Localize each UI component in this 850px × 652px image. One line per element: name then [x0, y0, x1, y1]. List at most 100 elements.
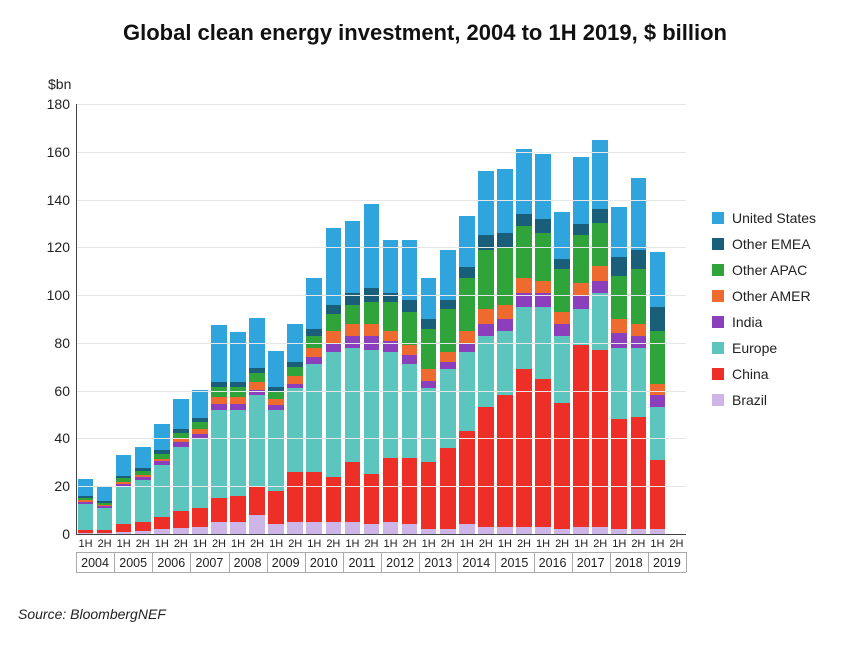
chart-area: $bn United StatesOther EMEAOther APACOth…	[18, 60, 832, 600]
bar-segment	[268, 491, 284, 524]
bar-segment	[459, 524, 475, 534]
bar-segment	[554, 259, 570, 269]
bar-segment	[573, 157, 589, 224]
bar-segment	[287, 367, 303, 377]
bar-segment	[650, 252, 666, 307]
legend-swatch	[712, 342, 724, 354]
legend-swatch	[712, 212, 724, 224]
bar-segment	[611, 419, 627, 529]
bar-segment	[631, 417, 647, 529]
bar-column	[116, 455, 132, 534]
bar-segment	[554, 212, 570, 260]
bar-segment	[345, 348, 361, 463]
bar-segment	[573, 527, 589, 534]
bar-segment	[535, 281, 551, 293]
bar-segment	[78, 479, 94, 496]
bar-segment	[497, 169, 513, 234]
x-half-label: 1H	[152, 538, 171, 550]
bar-segment	[306, 348, 322, 358]
bar-column	[268, 351, 284, 534]
bar-segment	[326, 343, 342, 353]
bar-segment	[268, 351, 284, 387]
bar-segment	[192, 527, 208, 534]
bar-segment	[573, 235, 589, 283]
bar-segment	[650, 331, 666, 384]
bar-segment	[173, 447, 189, 512]
x-half-label: 2H	[591, 538, 610, 550]
bar-segment	[631, 269, 647, 324]
bar-segment	[249, 373, 265, 383]
bar-segment	[516, 527, 532, 534]
bar-column	[478, 171, 494, 534]
y-tick-label: 140	[34, 192, 70, 208]
bar-segment	[650, 460, 666, 529]
y-tick-label: 120	[34, 239, 70, 255]
bar-segment	[230, 387, 246, 397]
legend-label: Brazil	[732, 392, 767, 408]
bar-segment	[364, 204, 380, 288]
bar-segment	[478, 527, 494, 534]
bar-segment	[459, 431, 475, 524]
legend-swatch	[712, 368, 724, 380]
legend-item: India	[712, 314, 816, 330]
bar-segment	[421, 319, 437, 329]
bar-segment	[192, 422, 208, 429]
bar-segment	[78, 504, 94, 530]
bar-segment	[287, 376, 303, 383]
bar-segment	[345, 336, 361, 348]
x-half-label: 1H	[572, 538, 591, 550]
bar-segment	[383, 352, 399, 457]
bar-segment	[116, 455, 132, 475]
bar-segment	[592, 223, 608, 266]
bar-segment	[459, 343, 475, 353]
bar-segment	[402, 345, 418, 355]
x-half-label: 1H	[495, 538, 514, 550]
bar-segment	[592, 209, 608, 223]
x-year-label: 2004	[76, 556, 114, 570]
x-half-label: 1H	[267, 538, 286, 550]
x-year-label: 2007	[190, 556, 228, 570]
legend: United StatesOther EMEAOther APACOther A…	[712, 210, 816, 418]
bar-segment	[440, 352, 456, 362]
bar-segment	[440, 300, 456, 310]
bar-segment	[650, 384, 666, 396]
y-tick-label: 160	[34, 144, 70, 160]
bar-segment	[459, 216, 475, 266]
gridline	[76, 343, 686, 344]
bar-segment	[402, 312, 418, 345]
bar-column	[287, 324, 303, 534]
bar-segment	[440, 309, 456, 352]
bar-segment	[592, 527, 608, 534]
bar-segment	[478, 336, 494, 408]
gridline	[76, 247, 686, 248]
bar-segment	[268, 410, 284, 491]
bar-segment	[516, 214, 532, 226]
legend-item: Other EMEA	[712, 236, 816, 252]
bar-segment	[326, 522, 342, 534]
bar-column	[135, 447, 151, 534]
bar-segment	[116, 486, 132, 524]
bar-column	[173, 399, 189, 534]
bar-segment	[306, 364, 322, 472]
bar-column	[497, 169, 513, 534]
bar-segment	[326, 305, 342, 315]
legend-label: India	[732, 314, 762, 330]
x-half-label: 2H	[362, 538, 381, 550]
bar-segment	[326, 352, 342, 476]
x-row-bottom	[76, 572, 686, 573]
x-half-label: 2H	[553, 538, 572, 550]
bar-segment	[631, 250, 647, 269]
x-half-label: 2H	[133, 538, 152, 550]
legend-item: Brazil	[712, 392, 816, 408]
bar-segment	[211, 410, 227, 498]
bar-segment	[192, 390, 208, 419]
bar-segment	[402, 524, 418, 534]
legend-label: Other EMEA	[732, 236, 811, 252]
bar-segment	[497, 331, 513, 396]
bar-segment	[306, 329, 322, 336]
gridline	[76, 104, 686, 105]
bar-segment	[287, 522, 303, 534]
x-year-label: 2006	[152, 556, 190, 570]
bar-segment	[611, 333, 627, 347]
x-half-label: 1H	[76, 538, 95, 550]
